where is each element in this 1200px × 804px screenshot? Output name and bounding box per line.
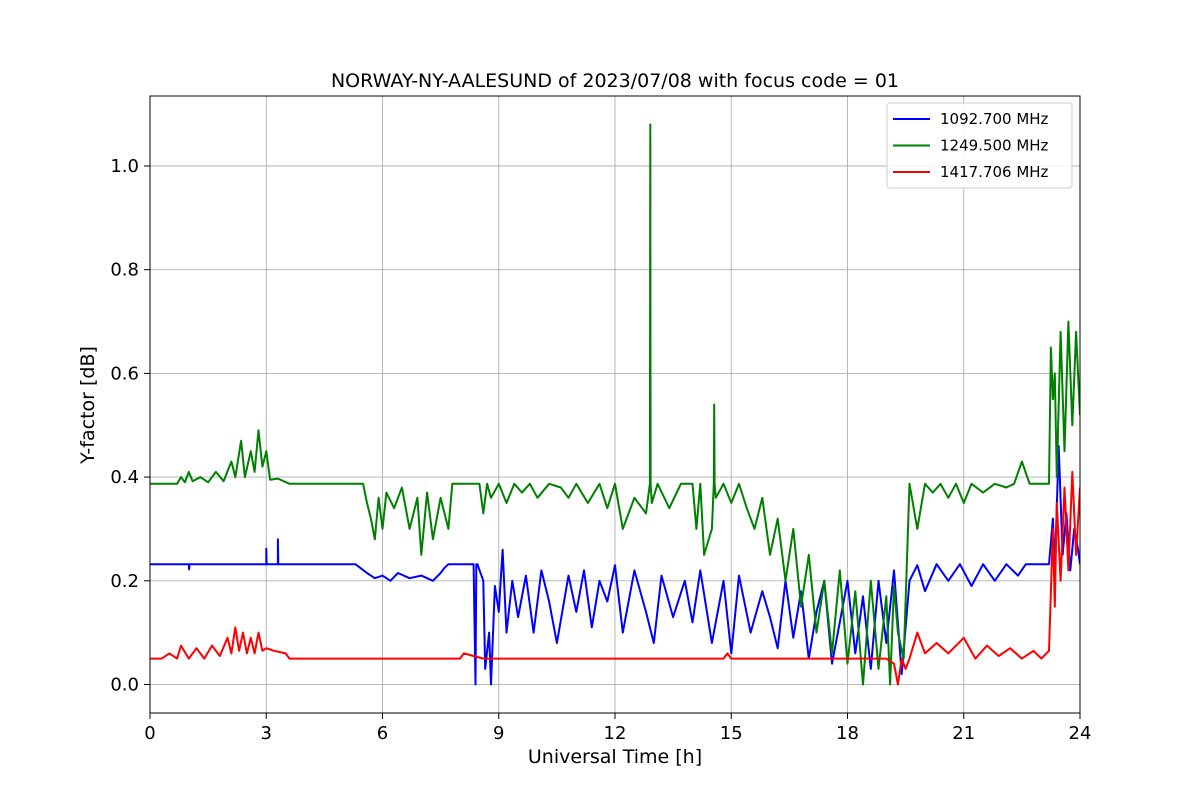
x-tick-label: 9 bbox=[493, 723, 504, 744]
legend-label: 1417.706 MHz bbox=[940, 163, 1049, 181]
legend: 1092.700 MHz 1249.500 MHz 1417.706 MHz bbox=[886, 102, 1073, 189]
y-tick-label: 0.8 bbox=[110, 260, 139, 281]
series-line-1092-700 bbox=[150, 445, 1080, 686]
x-tick-label: 21 bbox=[952, 723, 975, 744]
y-tick-label: 0.2 bbox=[110, 571, 139, 592]
series-layer bbox=[150, 123, 1080, 686]
y-tick-label: 1.0 bbox=[110, 156, 139, 177]
x-axis-label: Universal Time [h] bbox=[528, 746, 702, 768]
x-tick-label: 12 bbox=[604, 723, 627, 744]
y-axis-label: Y-factor [dB] bbox=[77, 346, 99, 465]
series-line-1417-706 bbox=[150, 470, 1080, 686]
x-tick-label: 18 bbox=[836, 723, 859, 744]
chart-title: NORWAY-NY-AALESUND of 2023/07/08 with fo… bbox=[331, 70, 899, 92]
y-tick-label: 0.4 bbox=[110, 467, 139, 488]
x-tick-label: 24 bbox=[1069, 723, 1092, 744]
x-tick-label: 3 bbox=[261, 723, 272, 744]
x-tick-label: 6 bbox=[377, 723, 388, 744]
series-line-1249-500 bbox=[150, 123, 1080, 686]
y-tick-label: 0.6 bbox=[110, 363, 139, 384]
x-tick-label: 15 bbox=[720, 723, 743, 744]
legend-label: 1249.500 MHz bbox=[940, 137, 1049, 155]
legend-label: 1092.700 MHz bbox=[940, 110, 1049, 128]
legend-box bbox=[886, 102, 1073, 189]
x-tick-label: 0 bbox=[144, 723, 155, 744]
y-tick-label: 0.0 bbox=[110, 674, 139, 695]
tick-layer: 0 3 6 9 12 15 18 21 24 0.0 0.2 0.4 0.6 0.8 1.0 bbox=[110, 156, 1091, 744]
